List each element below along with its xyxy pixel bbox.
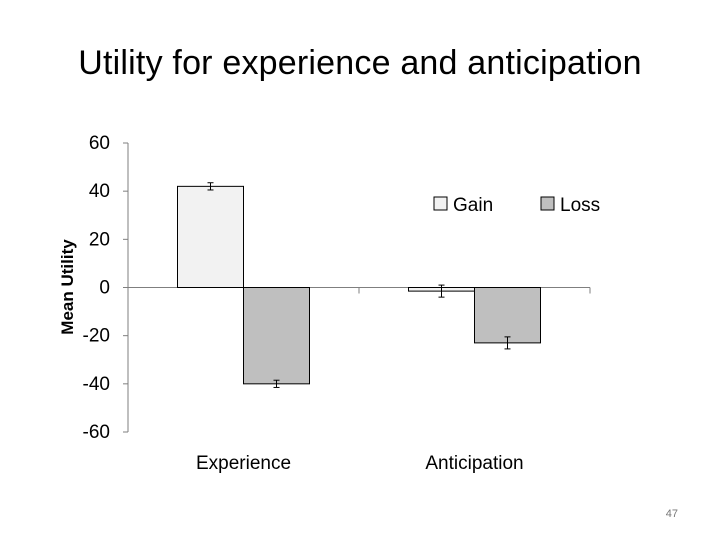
y-tick-label: 0: [99, 278, 110, 299]
y-tick-label: -20: [83, 326, 110, 347]
bar-gain-experience: [177, 185, 244, 289]
bar-loss-anticipation: [474, 287, 541, 344]
y-tick-label: -60: [83, 422, 110, 443]
legend-swatch-gain: [433, 196, 448, 211]
y-tick-label: 60: [89, 133, 110, 154]
legend-label-gain: Gain: [453, 195, 493, 216]
y-axis-title: Mean Utility: [58, 239, 77, 335]
y-tick-label: 20: [89, 229, 110, 250]
x-category-label: Experience: [196, 453, 291, 474]
y-tick-label: -40: [83, 374, 110, 395]
x-category-label: Anticipation: [425, 453, 523, 474]
page-number: 47: [665, 508, 678, 520]
legend-label-loss: Loss: [560, 195, 600, 216]
bar-loss-experience: [243, 287, 310, 385]
y-tick-label: 40: [89, 181, 110, 202]
legend-swatch-loss: [540, 196, 555, 211]
slide-title: Utility for experience and anticipation: [78, 44, 642, 82]
